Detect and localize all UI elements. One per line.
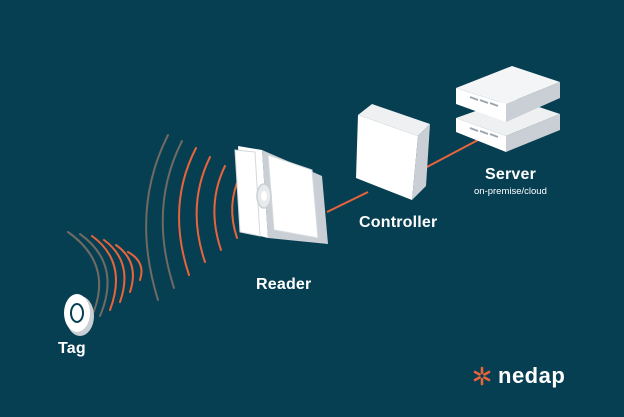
- server-sublabel: on-premise/cloud: [474, 186, 547, 197]
- nedap-star-logo-icon: [473, 366, 491, 386]
- tag-device: [64, 294, 94, 336]
- reader-label: Reader: [256, 276, 312, 293]
- server-device: [456, 66, 560, 152]
- nedap-wordmark: nedap: [498, 363, 566, 388]
- controller-server-link: [424, 139, 479, 169]
- nedap-brand: nedap: [472, 364, 565, 388]
- signal-waves: [67, 134, 256, 321]
- controller-label: Controller: [359, 214, 438, 231]
- reader-controller-link: [326, 191, 369, 213]
- tag-label: Tag: [58, 340, 86, 357]
- server-label: Server: [485, 166, 537, 183]
- controller-device: [356, 104, 430, 200]
- reader-device: [234, 146, 328, 244]
